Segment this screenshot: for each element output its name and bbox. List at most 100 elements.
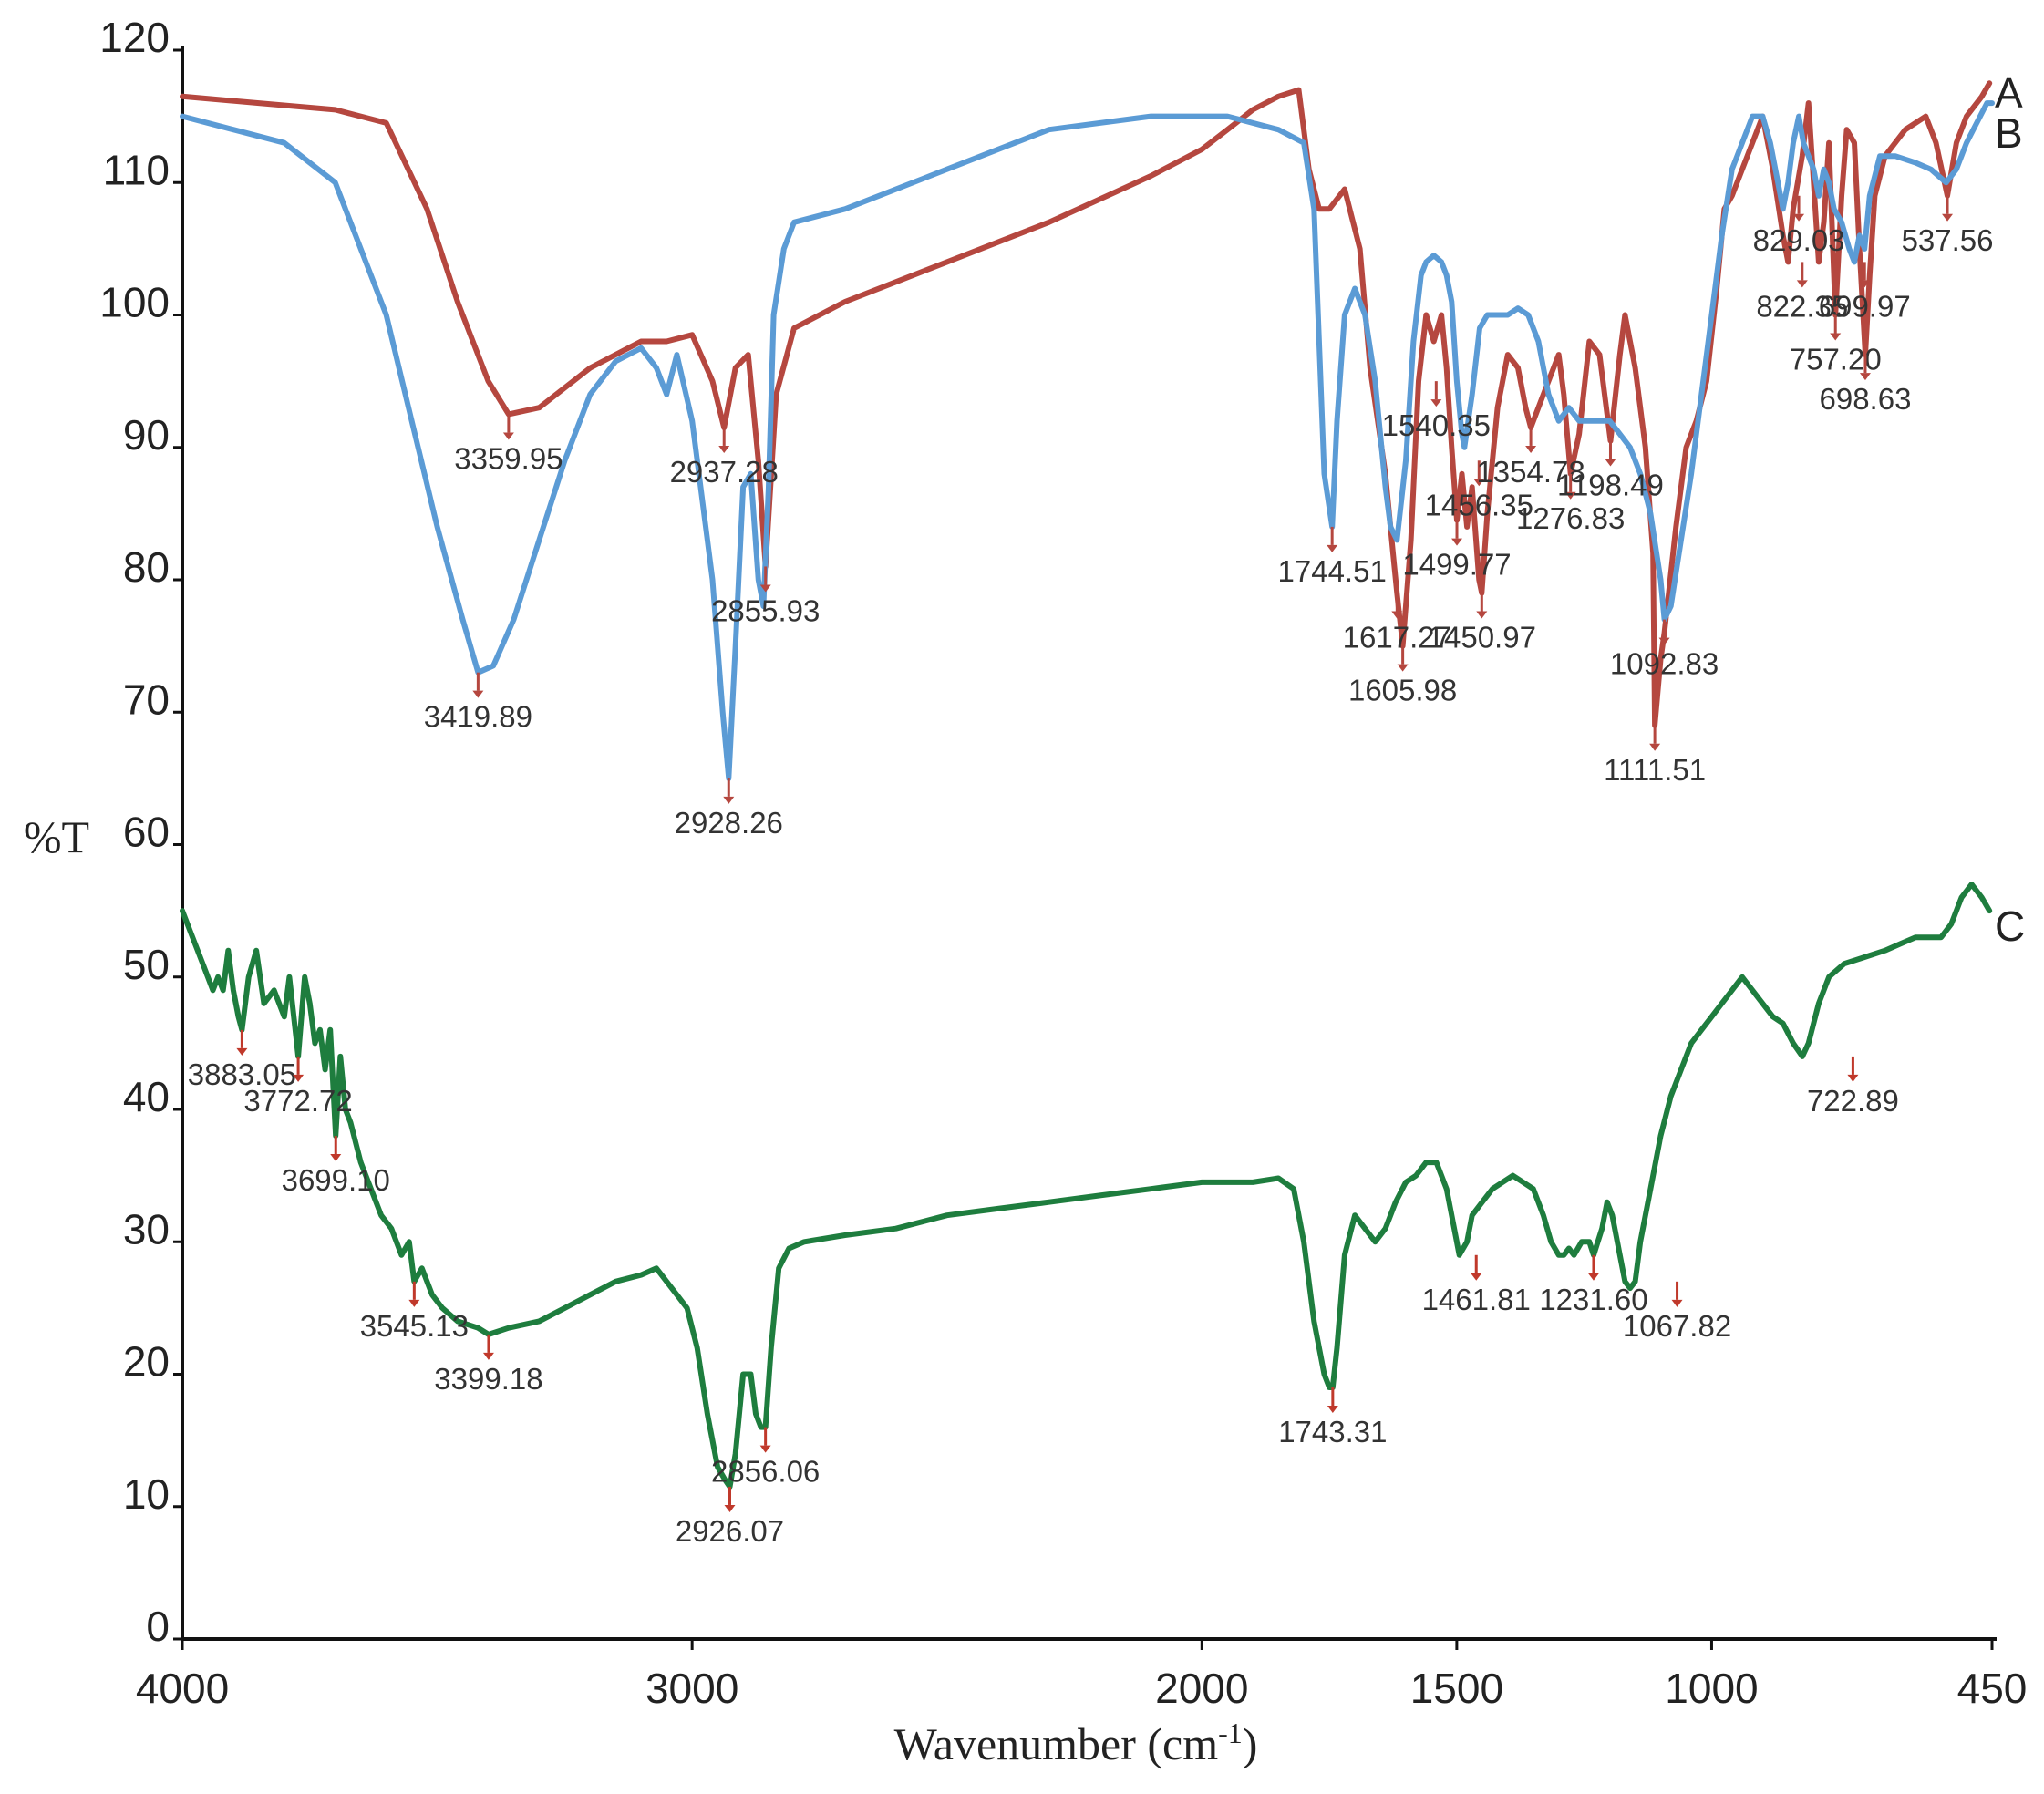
x-tick-label: 2000	[1155, 1665, 1248, 1712]
peak-label: 1067.82	[1623, 1309, 1731, 1343]
peak-label: 698.63	[1820, 382, 1912, 416]
series-a-line	[180, 80, 1993, 728]
y-tick-label: 120	[99, 14, 170, 61]
y-tick-label: 80	[123, 543, 170, 591]
x-axis-label: Wavenumber (cm-1)	[894, 1717, 1258, 1769]
peak-label: 1744.51	[1278, 554, 1387, 588]
peak-marker-arrow	[1473, 479, 1485, 487]
y-axis-label: %T	[24, 811, 89, 862]
peak-label: 1499.77	[1402, 548, 1511, 582]
peak-label: 1450.97	[1428, 621, 1536, 655]
peak-label: 1092.83	[1610, 647, 1719, 681]
peak-marker-arrow	[472, 690, 484, 698]
y-tick-label: 10	[123, 1470, 170, 1518]
peak-marker-arrow	[759, 584, 771, 593]
peak-label: 3772.72	[243, 1084, 352, 1118]
peak-marker-arrow	[1859, 280, 1871, 288]
x-axis-label-sup: -1	[1218, 1717, 1243, 1749]
y-tick-label: 70	[123, 675, 170, 723]
peak-label: 822.35	[1756, 289, 1848, 323]
peak-marker-arrow	[482, 1352, 494, 1360]
peak-label: 722.89	[1807, 1084, 1899, 1118]
peak-marker-arrow	[1942, 213, 1954, 222]
peak-label: 3359.95	[454, 441, 563, 475]
peak-label: 1354.78	[1476, 455, 1585, 489]
y-tick-label: 50	[123, 941, 170, 988]
peak-label: 1605.98	[1348, 674, 1457, 707]
peak-label: 537.56	[1902, 223, 1994, 257]
label-layer: %T Wavenumber (cm-1) A B C	[24, 69, 2025, 1769]
x-axis-label-close: )	[1243, 1718, 1258, 1769]
series-label-c: C	[1995, 902, 2025, 950]
x-tick-label: 450	[1957, 1665, 2028, 1712]
peak-label: 2928.26	[675, 806, 783, 840]
peak-label: 1198.49	[1557, 468, 1664, 501]
peak-marker-arrow	[1327, 544, 1338, 552]
peak-marker-arrow	[1649, 743, 1661, 751]
peak-label: 1111.51	[1604, 753, 1706, 787]
peak-label: 2937.28	[670, 455, 779, 489]
peak-marker-arrow	[718, 445, 730, 453]
x-tick-label: 1000	[1665, 1665, 1758, 1712]
peak-label: 1456.35	[1425, 488, 1533, 521]
y-tick-label: 40	[123, 1073, 170, 1120]
peak-marker-arrow	[1859, 373, 1871, 381]
peak-marker-arrow	[723, 796, 735, 804]
peak-marker-arrow	[1830, 333, 1842, 341]
peak-marker-arrow	[1476, 611, 1488, 619]
peak-marker-arrow	[1430, 399, 1442, 407]
y-tick-label: 110	[103, 146, 170, 193]
peak-label: 1540.35	[1382, 408, 1491, 442]
peak-marker-arrow	[1525, 445, 1537, 453]
x-tick-label: 4000	[136, 1665, 229, 1712]
peak-marker-arrow	[1327, 1406, 1338, 1414]
series-b-line	[180, 100, 1995, 781]
peak-label: 2856.06	[711, 1455, 820, 1489]
peak-marker-arrow	[1671, 1299, 1683, 1307]
peak-marker-arrow	[1587, 1273, 1599, 1281]
y-tick-label: 30	[123, 1205, 170, 1253]
peak-label: 829.03	[1753, 223, 1845, 257]
peak-marker-arrow	[408, 1299, 420, 1307]
peak-marker-arrow	[236, 1047, 248, 1056]
peak-marker-arrow	[1471, 1273, 1482, 1281]
series-layer	[180, 80, 1995, 1490]
peak-label: 1743.31	[1278, 1415, 1387, 1449]
peak-label: 3883.05	[188, 1057, 296, 1091]
peak-label: 3419.89	[424, 700, 532, 734]
peak-marker-arrow	[759, 1445, 771, 1453]
peak-marker-arrow	[1847, 1074, 1859, 1082]
peak-label: 3699.10	[282, 1163, 390, 1197]
peak-label: 3399.18	[434, 1362, 542, 1396]
peak-label: 1617.27	[1343, 621, 1451, 655]
peak-marker-arrow	[1658, 637, 1670, 645]
x-axis-label-base: Wavenumber (cm	[894, 1718, 1219, 1769]
x-tick-label: 3000	[645, 1665, 738, 1712]
peak-label: 2855.93	[711, 593, 820, 627]
peak-label: 1276.83	[1516, 501, 1625, 535]
peak-label: 2926.07	[676, 1514, 784, 1548]
peak-marker-arrow	[1796, 280, 1808, 288]
peak-marker-arrow	[724, 1504, 736, 1512]
x-tick-label: 1500	[1410, 1665, 1503, 1712]
peak-marker-arrow	[1605, 459, 1616, 467]
peak-marker-arrow	[502, 432, 514, 440]
peak-marker-arrow	[293, 1074, 305, 1082]
peak-marker-arrow	[1397, 664, 1409, 672]
peak-marker-arrow	[1391, 611, 1403, 619]
series-c-line	[180, 882, 1993, 1490]
peak-marker-arrow	[1564, 491, 1576, 500]
peak-marker-arrow	[330, 1154, 342, 1162]
axes: 0 10 20 30 40 50 60 70 80 90 100 110 120 4000 3000 2000…	[99, 14, 2027, 1712]
peak-layer: 3359.95 2937.28 2855.93 3419.89 2928.26 1744.…	[188, 195, 1994, 1548]
peak-label: 3545.13	[360, 1309, 469, 1343]
series-label-a: A	[1995, 69, 2023, 117]
y-tick-label: 0	[146, 1603, 170, 1650]
peak-label: 1461.81	[1422, 1283, 1531, 1316]
y-tick-label: 90	[123, 411, 170, 459]
peak-label: 1231.60	[1539, 1283, 1647, 1316]
peak-marker-arrow	[1793, 213, 1805, 222]
series-label-b: B	[1995, 109, 2023, 157]
